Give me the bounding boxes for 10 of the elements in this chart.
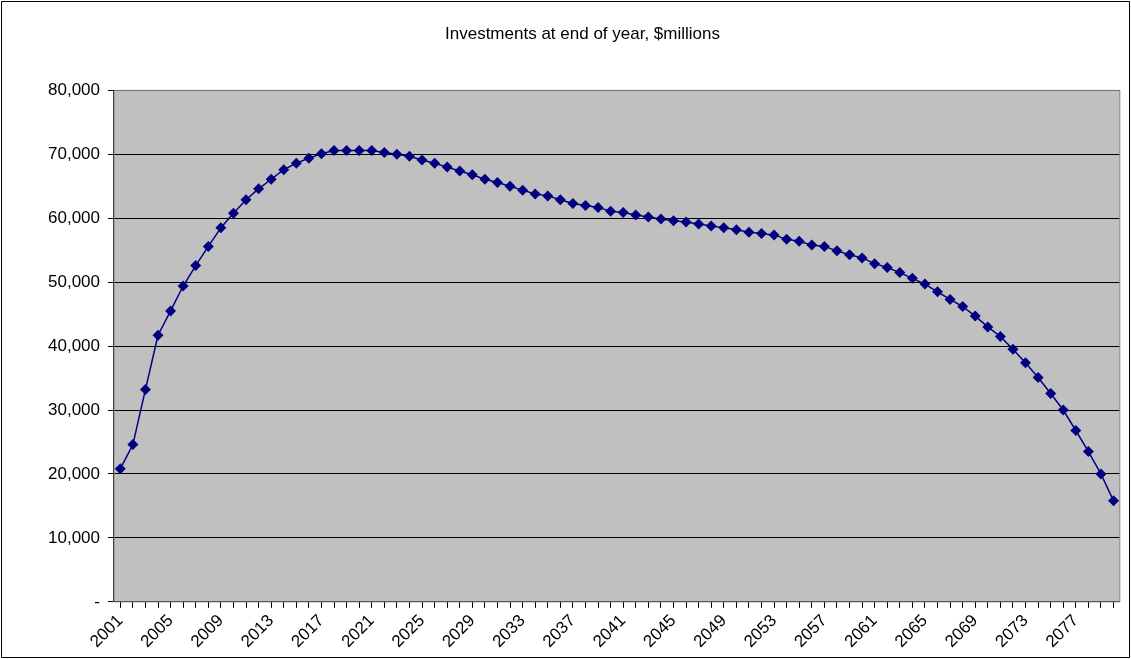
y-tick-label: 10,000 — [48, 527, 100, 547]
chart-title: Investments at end of year, $millions — [445, 23, 720, 43]
y-tick-label: 80,000 — [48, 80, 100, 100]
y-tick-label: 30,000 — [48, 399, 100, 419]
y-tick-label: 20,000 — [48, 463, 100, 483]
y-tick-label: 40,000 — [48, 335, 100, 355]
y-tick-label: - — [94, 591, 100, 611]
y-tick-label: 70,000 — [48, 144, 100, 164]
y-tick-label: 50,000 — [48, 271, 100, 291]
y-tick-label: 60,000 — [48, 207, 100, 227]
